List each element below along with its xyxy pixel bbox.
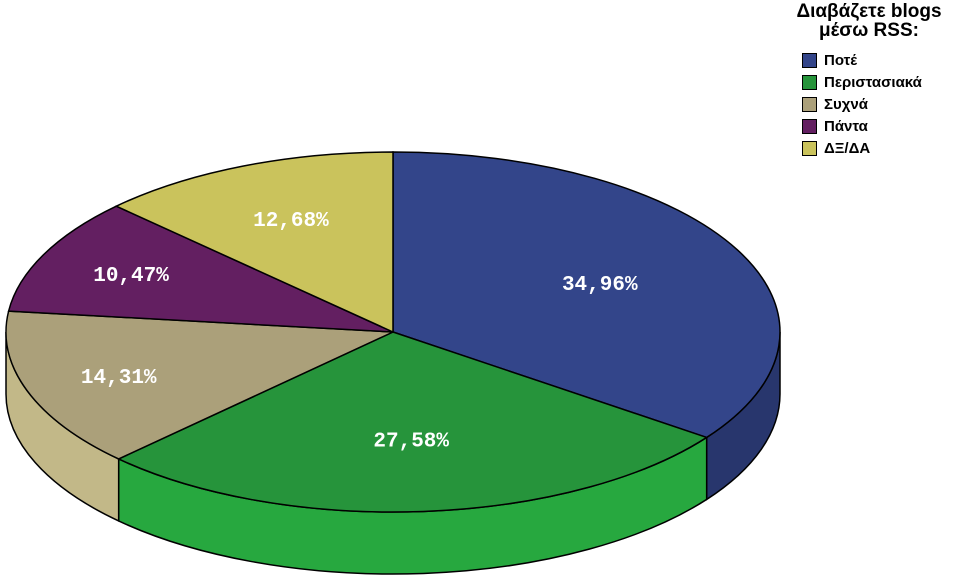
- legend-item: Συχνά: [780, 96, 958, 118]
- legend-item: Πάντα: [780, 118, 958, 140]
- legend-label: Ποτέ: [824, 52, 858, 69]
- pie-slice: [5, 310, 394, 460]
- legend-title-line-2: μέσω RSS:: [819, 20, 919, 41]
- pie-data-label: 12,68%: [253, 210, 329, 233]
- legend-swatch: [802, 75, 817, 90]
- pie-slice: [114, 151, 394, 334]
- legend-label: Συχνά: [824, 96, 868, 113]
- legend-title-line-1: Διαβάζετε blogs: [796, 1, 942, 22]
- pie-data-labels: 34,96% 27,58% 14,31% 10,47% 12,68%: [81, 210, 638, 453]
- legend-item: Περιστασιακά: [780, 74, 958, 96]
- legend-item: Ποτέ: [780, 52, 958, 74]
- pie-slices: [5, 151, 781, 513]
- legend-label: Πάντα: [824, 118, 868, 135]
- legend-swatch: [802, 119, 817, 134]
- pie-slice: [116, 331, 709, 513]
- legend-item: ΔΞ/ΔΑ: [780, 140, 958, 162]
- pie-data-label: 10,47%: [93, 265, 169, 288]
- pie-data-label: 27,58%: [373, 431, 449, 454]
- legend-items: Ποτέ Περιστασιακά Συχνά Πάντα ΔΞ/ΔΑ: [780, 52, 958, 162]
- legend-title: Διαβάζετε blogs μέσω RSS:: [780, 2, 958, 40]
- pie-data-label: 14,31%: [81, 367, 157, 390]
- pie-slice: [7, 205, 394, 333]
- pie-slice: [392, 151, 781, 439]
- pie-data-label: 34,96%: [562, 274, 638, 297]
- legend-swatch: [802, 53, 817, 68]
- legend-swatch: [802, 97, 817, 112]
- legend-swatch: [802, 141, 817, 156]
- legend-label: ΔΞ/ΔΑ: [824, 140, 871, 157]
- legend-label: Περιστασιακά: [824, 74, 922, 91]
- legend: Διαβάζετε blogs μέσω RSS: Ποτέ Περιστασια…: [780, 2, 958, 162]
